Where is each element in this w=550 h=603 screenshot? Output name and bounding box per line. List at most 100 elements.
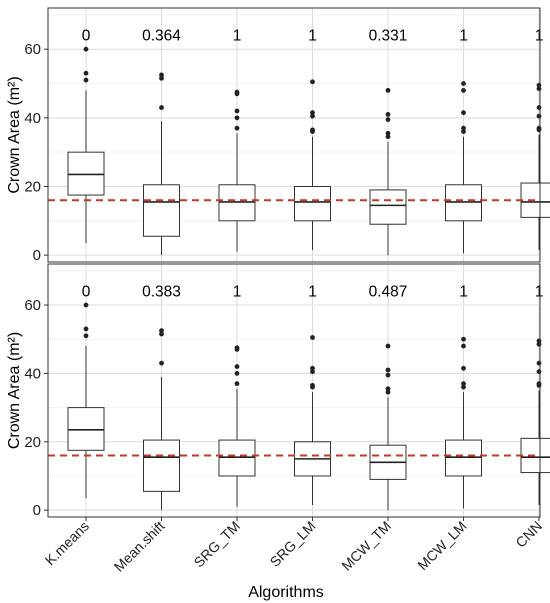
x-tick-label: SRG_LM (267, 518, 319, 570)
outlier-point (159, 105, 164, 110)
x-tick-label: MCW_TM (338, 518, 394, 574)
p-value-label: 0.487 (369, 283, 408, 300)
x-category-labels: K.means Mean.shift SRG_TM SRG_LM MCW_TM MCW_L… (42, 518, 545, 575)
outlier-point (461, 125, 466, 131)
y-tick-label: 20 (24, 178, 41, 195)
outlier-point (461, 336, 466, 342)
outlier-point (234, 89, 240, 95)
p-value-label: 0 (82, 27, 91, 44)
box-K.means (67, 46, 105, 244)
outlier-point (159, 75, 164, 81)
x-tick-label: Mean.shift (111, 518, 168, 575)
outlier-point (536, 105, 542, 110)
outlier-point (536, 125, 542, 131)
outlier-point (234, 115, 240, 121)
outlier-point (83, 77, 89, 83)
outlier-point (385, 372, 391, 378)
iqr-box (369, 189, 407, 225)
outlier-point (159, 328, 164, 334)
iqr-box (67, 407, 105, 451)
x-tick-label: K.means (42, 518, 92, 568)
box-MCW_LM (445, 336, 482, 509)
y-tick-label: 40 (24, 365, 41, 382)
outlier-point (536, 381, 542, 387)
outlier-point (310, 365, 315, 371)
outlier-point (385, 343, 391, 349)
box-SRG_TM (218, 89, 256, 252)
outlier-point (159, 360, 164, 366)
outlier-point (536, 369, 542, 375)
box-MCW_TM (369, 343, 407, 511)
outlier-point (234, 371, 240, 376)
outlier-point (536, 113, 542, 119)
outlier-point (83, 302, 89, 308)
outlier-point (536, 82, 542, 88)
outlier-point (461, 343, 466, 349)
box-Mean.shift (143, 72, 180, 256)
outlier-point (310, 382, 315, 388)
outlier-point (310, 113, 315, 119)
iqr-box (445, 439, 482, 477)
outlier-point (461, 87, 466, 93)
y-tick-label: 60 (24, 41, 41, 58)
p-value-label: 1 (308, 27, 317, 44)
box-Mean.shift (143, 328, 180, 511)
p-value-label: 1 (308, 283, 317, 300)
iqr-box (218, 184, 256, 222)
p-value-label: 1 (233, 27, 242, 44)
panel-border (47, 263, 541, 518)
p-value-label: 1 (535, 283, 544, 300)
outlier-point (385, 134, 391, 140)
outlier-point (310, 110, 315, 116)
outlier-point (310, 79, 315, 85)
outlier-point (159, 72, 164, 78)
p-value-label: 1 (535, 27, 544, 44)
top-boxplot-panel: 0 20 40 60 Crown Area (m²) 0 0.364 1 1 0.331 1 1 (6, 7, 550, 264)
outlier-point (385, 87, 391, 93)
outlier-point (234, 345, 240, 351)
iqr-box (67, 151, 105, 196)
outlier-point (461, 365, 466, 371)
box-SRG_TM (218, 345, 256, 507)
box-K.means (67, 302, 105, 499)
iqr-box (294, 185, 331, 222)
outlier-point (385, 117, 391, 122)
x-tick-label: CNN (512, 518, 545, 551)
y-axis-title: Crown Area (m²) (6, 332, 23, 449)
box-SRG_LM (294, 335, 331, 506)
outlier-point (461, 381, 466, 387)
box-MCW_TM (369, 87, 407, 256)
plot-background (48, 8, 540, 262)
y-tick-label: 40 (24, 110, 41, 127)
y-tick-label: 60 (24, 297, 41, 314)
bottom-boxplot-panel: 0 20 40 60 Crown Area (m²) 0 0.383 1 1 0.487 1 1 (6, 263, 550, 521)
p-value-label: 1 (459, 283, 468, 300)
outlier-point (461, 81, 466, 86)
outlier-point (536, 360, 542, 366)
outlier-point (385, 130, 391, 136)
outlier-point (234, 125, 240, 131)
outlier-point (234, 381, 240, 387)
outlier-point (385, 386, 391, 392)
p-value-label: 0.331 (369, 27, 408, 44)
plot-background (48, 264, 540, 517)
p-value-label: 0 (82, 283, 91, 300)
outlier-point (310, 369, 315, 375)
outlier-point (536, 338, 542, 344)
outlier-point (385, 367, 391, 373)
outlier-point (234, 364, 240, 369)
p-value-label: 1 (233, 283, 242, 300)
iqr-box (143, 439, 180, 492)
iqr-box (143, 184, 180, 237)
y-axis-title: Crown Area (m²) (6, 76, 23, 193)
x-tick-label: MCW_LM (414, 518, 469, 573)
iqr-box (520, 182, 550, 218)
iqr-box (520, 437, 550, 474)
x-tick-label: SRG_TM (191, 518, 244, 571)
p-value-label: 0.383 (142, 283, 181, 300)
outlier-point (234, 108, 240, 114)
outlier-point (310, 127, 315, 133)
outlier-point (83, 46, 89, 52)
p-value-label: 1 (459, 27, 468, 44)
outlier-point (385, 112, 391, 117)
